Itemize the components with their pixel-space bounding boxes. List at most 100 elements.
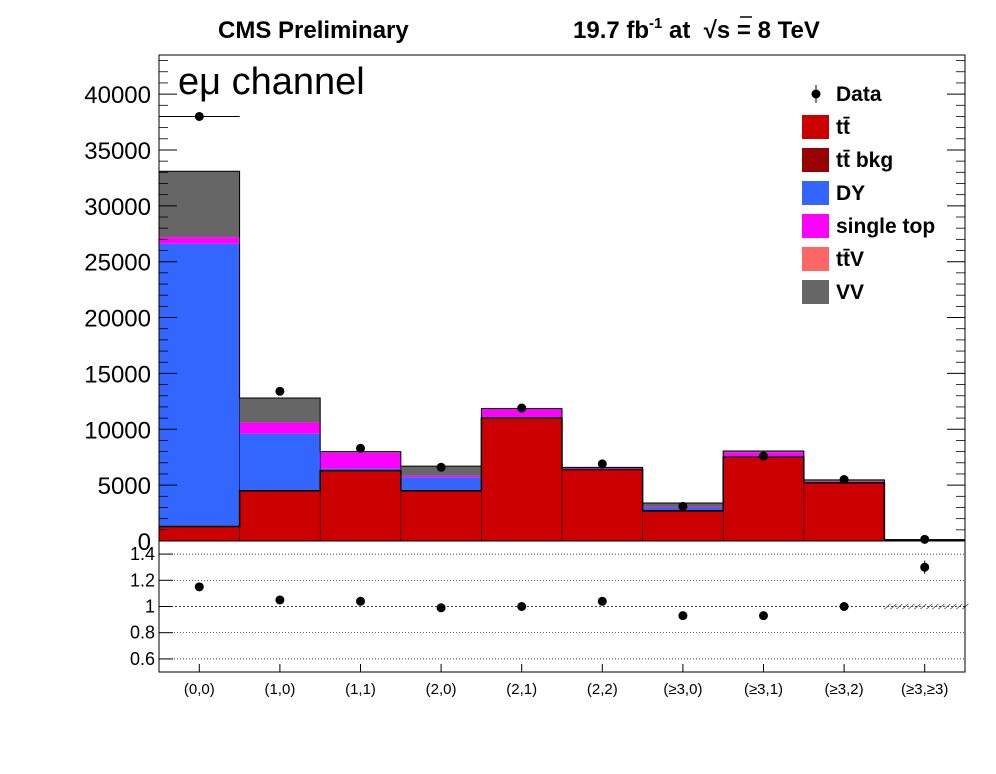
ratio-tick-label-1: 0.8 (130, 623, 155, 643)
bar-2-1 (239, 433, 321, 491)
legend-label-4: tt̄V (836, 248, 864, 271)
hatch-line (950, 603, 957, 610)
legend-entry-3: single top (802, 214, 935, 238)
legend-swatch-4 (802, 247, 829, 271)
ratio-point-2 (356, 596, 365, 606)
main-panel: 0 5000 10000 15000 20000 25000 30000 35000 40000 (84, 54, 966, 556)
legend: Data tt̄ tt̄ bkg DY single top tt̄V VV (802, 83, 935, 304)
x-tick-label-6: (≥3,0) (663, 681, 702, 698)
x-tick-label-4: (2,1) (506, 681, 537, 698)
bar-3-4 (481, 409, 562, 417)
ratio-point-1 (275, 595, 285, 605)
ratio-point-9 (920, 562, 930, 572)
ratio-panel: 0.6 0.8 1 1.2 1.4 (0,0) (1,0) (1,1) (2,0) (2,1) (2… (130, 540, 969, 698)
hatch-line (884, 603, 891, 610)
channel-label: eμ channel (178, 61, 365, 103)
bar-3-0 (159, 237, 240, 244)
legend-label-3: single top (836, 215, 935, 238)
x-tick-label-7: (≥3,1) (744, 681, 783, 698)
data-point-7 (759, 451, 768, 461)
legend-label-1: tt̄ bkg (836, 149, 893, 172)
bar-0-1 (239, 490, 321, 541)
ratio-tick-label-2: 1 (145, 597, 155, 617)
y-tick-label-2: 10000 (84, 417, 151, 444)
legend-swatch-5 (802, 280, 829, 304)
y-tick-label-6: 30000 (84, 194, 151, 221)
x-tick-label-0: (0,0) (184, 681, 215, 698)
hatch-line (908, 603, 915, 610)
ratio-tick-label-3: 1.2 (130, 570, 155, 590)
legend-swatch-1 (802, 148, 829, 172)
bar-0-6 (642, 510, 724, 541)
ratio-point-7 (759, 611, 768, 621)
bar-0-7 (723, 457, 804, 541)
legend-label-0: tt̄ (836, 116, 850, 139)
hatch-line (926, 603, 933, 610)
legend-swatch-0 (802, 115, 829, 139)
bar-0-2 (320, 470, 401, 541)
bar-2-3 (400, 477, 482, 491)
ratio-point-0 (194, 582, 204, 592)
legend-entry-0: tt̄ (802, 115, 850, 139)
ratio-point-5 (597, 596, 607, 606)
bar-2-0 (159, 243, 240, 527)
bar-3-2 (320, 452, 401, 469)
hatch-line (896, 603, 903, 610)
header-cms-preliminary: CMS Preliminary (218, 17, 409, 44)
ratio-tick-label-4: 1.4 (130, 544, 155, 564)
y-tick-label-1: 5000 (98, 473, 151, 500)
data-point-1 (275, 386, 285, 396)
y-tick-label-4: 20000 (84, 306, 151, 333)
y-tick-label-5: 25000 (84, 250, 151, 277)
legend-entry-data: Data (811, 83, 882, 106)
x-tick-label-5: (2,2) (587, 681, 618, 698)
y-tick-label-0: 0 (138, 529, 151, 556)
bar-0-5 (562, 469, 643, 541)
y-tick-label-8: 40000 (84, 82, 151, 109)
x-tick-label-9: (≥3,≥3) (901, 681, 948, 698)
data-point-5 (597, 459, 607, 469)
legend-entry-4: tt̄V (802, 247, 864, 271)
y-tick-label-3: 15000 (84, 361, 151, 388)
legend-label-5: VV (836, 281, 864, 304)
hatch-line (920, 603, 927, 610)
legend-entry-1: tt̄ bkg (802, 148, 893, 172)
x-tick-label-3: (2,0) (426, 681, 457, 698)
ratio-point-3 (436, 603, 446, 613)
bar-5-1 (239, 397, 321, 423)
hatch-line (902, 603, 909, 610)
data-point-2 (356, 443, 365, 453)
hatch-line (956, 603, 963, 610)
hatch-line (938, 603, 945, 610)
hatch-line (944, 603, 951, 610)
data-point-9 (920, 534, 930, 544)
bar-3-1 (239, 422, 321, 434)
hatch-line (914, 603, 921, 610)
bar-0-8 (803, 482, 885, 541)
legend-swatch-2 (802, 181, 829, 205)
ratio-uncertainty-band (884, 603, 969, 610)
legend-label-2: DY (836, 182, 865, 205)
bar-2-2 (320, 468, 401, 471)
header-luminosity: 19.7 fb-1 at √s = 8 TeV (573, 15, 820, 44)
bar-0-0 (159, 526, 240, 541)
data-point-0 (194, 111, 204, 121)
legend-entry-2: DY (802, 181, 865, 205)
ratio-frame (158, 540, 966, 673)
bar-5-0 (159, 171, 240, 238)
x-tick-label-8: (≥3,2) (825, 681, 864, 698)
x-tick-label-2: (1,1) (345, 681, 376, 698)
bar-0-3 (400, 490, 482, 541)
x-tick-label-1: (1,0) (264, 681, 295, 698)
ratio-point-8 (839, 602, 849, 611)
bar-0-4 (481, 418, 562, 541)
legend-swatch-3 (802, 214, 829, 238)
data-point-8 (839, 475, 849, 485)
ratio-point-4 (517, 602, 527, 611)
ratio-tick-label-0: 0.6 (130, 649, 155, 669)
data-point-6 (678, 501, 688, 511)
ratio-point-6 (678, 611, 688, 621)
hatch-line (932, 603, 939, 610)
data-point-3 (436, 462, 446, 472)
